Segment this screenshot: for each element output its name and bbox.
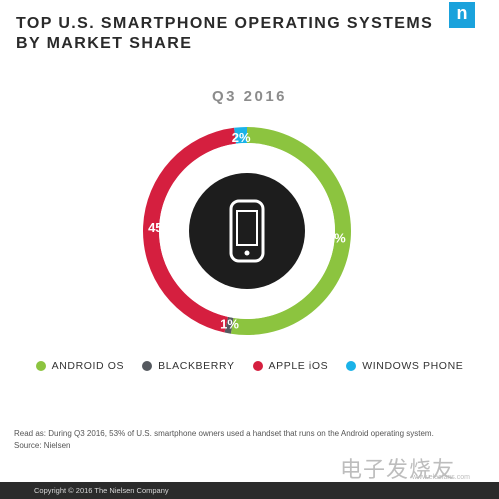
slice-labels: 53% 1% 45% 2%: [148, 130, 346, 331]
chart-title: TOP U.S. SMARTPHONE OPERATING SYSTEMS BY…: [16, 14, 434, 54]
chart-legend: ANDROID OS BLACKBERRY APPLE iOS WINDOWS PHO…: [0, 360, 499, 372]
legend-label: BLACKBERRY: [158, 360, 235, 372]
legend-swatch: [142, 361, 153, 371]
slice-label-apple-ios: 45%: [148, 220, 174, 235]
chart-title-line-2: BY MARKET SHARE: [16, 35, 193, 52]
legend-swatch: [252, 361, 263, 371]
slice-label-blackberry: 1%: [220, 316, 239, 331]
slice-android-os: [230, 127, 352, 335]
nielsen-logo: n: [449, 2, 475, 28]
watermark-url: www.elecfans.com: [412, 474, 470, 481]
legend-item-android-os: ANDROID OS: [35, 360, 125, 372]
legend-label: WINDOWS PHONE: [362, 360, 464, 372]
donut-slices: [142, 127, 352, 335]
footnote-source: Source: Nielsen: [14, 441, 71, 450]
slice-windows-phone: [234, 127, 247, 144]
legend-swatch: [346, 361, 357, 371]
slice-blackberry: [224, 316, 234, 334]
legend-item-blackberry: BLACKBERRY: [142, 360, 234, 372]
phone-screen: [236, 210, 258, 246]
footnote-read-as: Read as: During Q3 2016, 53% of U.S. sma…: [14, 429, 434, 438]
chart-subtitle: Q3 2016: [211, 88, 288, 105]
legend-item-apple-ios: APPLE iOS: [252, 360, 329, 372]
slice-label-android-os: 53%: [320, 231, 346, 246]
watermark-logo: 电子发烧友: [340, 458, 456, 483]
slice-apple-ios: [142, 127, 237, 333]
center-disc: [189, 173, 305, 289]
copyright-bar: Copyright © 2016 The Nielsen Company: [0, 482, 499, 499]
legend-item-windows-phone: WINDOWS PHONE: [346, 360, 463, 372]
phone-home-button: [244, 250, 250, 256]
chart-title-line-1: TOP U.S. SMARTPHONE OPERATING SYSTEMS: [16, 15, 434, 32]
copyright-text: Copyright © 2016 The Nielsen Company: [34, 486, 169, 495]
footnote: Read as: During Q3 2016, 53% of U.S. sma…: [14, 428, 494, 452]
phone-body: [229, 199, 265, 263]
slice-label-windows-phone: 2%: [232, 130, 251, 145]
legend-label: APPLE iOS: [268, 360, 329, 372]
smartphone-icon: [229, 199, 265, 263]
legend-label: ANDROID OS: [51, 360, 125, 372]
legend-swatch: [35, 361, 46, 371]
